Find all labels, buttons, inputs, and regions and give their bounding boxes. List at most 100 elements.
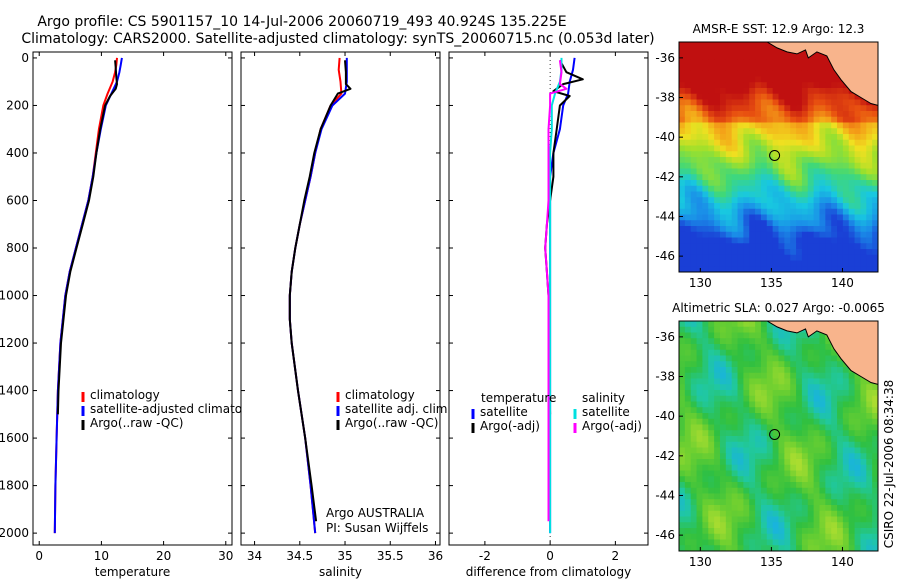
sla-map-cell: [719, 413, 727, 420]
sla-map-cell: [684, 459, 692, 466]
sst-map-cell: [725, 180, 733, 187]
sla-map-cell: [866, 395, 873, 403]
sla-map-cell: [760, 470, 768, 477]
sla-map-cell: [760, 355, 768, 362]
sla-map-cell: [696, 395, 704, 403]
sla-map-cell: [813, 533, 821, 541]
sst-map-cell: [837, 191, 844, 198]
sst-map-cell: [872, 243, 878, 250]
sst-map-cell: [725, 145, 733, 152]
temperature-series-3: [56, 60, 118, 415]
sst-map-cell: [842, 168, 850, 175]
sla-map-cell: [719, 355, 727, 362]
sla-map-cell: [731, 516, 739, 523]
sla-map-cell: [831, 447, 838, 454]
sst-map-cell: [819, 174, 826, 181]
credit-label: CSIRO 22-Jul-2006 08:34:38: [882, 380, 896, 548]
sst-map-cell: [708, 254, 715, 262]
sla-map-cell: [866, 459, 873, 466]
sst-map-cell: [872, 122, 878, 129]
sst-map-cell: [784, 226, 791, 233]
sst-map-cell: [796, 93, 803, 101]
sla-map-cell: [825, 430, 832, 437]
sla-map-cell: [719, 401, 727, 408]
sla-map-cell: [778, 522, 785, 529]
sla-map-cell: [796, 424, 803, 431]
sst-map-cell: [737, 237, 744, 244]
sla-map-cell: [784, 430, 791, 437]
sla-map-cell: [819, 361, 826, 368]
sla-map-cell: [848, 441, 856, 449]
sla-map-cell: [801, 545, 809, 551]
sst-map-cell: [819, 180, 826, 187]
sst-map-cell: [696, 116, 704, 124]
sst-map-cell: [772, 70, 780, 78]
sla-map-cell: [690, 321, 698, 328]
sla-map-cell: [772, 372, 780, 380]
sla-map-cell: [801, 539, 809, 546]
sla-map-cell: [807, 344, 815, 351]
sla-map-cell: [790, 436, 797, 443]
sst-map-cell: [743, 105, 750, 112]
sst-map-cell: [778, 214, 785, 221]
sla-map-cell: [679, 464, 686, 472]
sst-map-cell: [708, 111, 715, 118]
sla-map-cell: [796, 413, 803, 420]
sst-map-cell: [831, 122, 838, 129]
sla-map-cell: [684, 424, 692, 431]
sla-map-cell: [749, 516, 756, 523]
temperature-ytick-label: 1200: [0, 336, 29, 350]
sst-map-cell: [766, 254, 774, 262]
sla-map-cell: [679, 407, 686, 414]
sla-map-cell: [760, 533, 768, 541]
sst-map-cell: [872, 231, 878, 239]
sst-map-cell: [837, 93, 844, 101]
sst-map-cell: [731, 191, 739, 198]
sst-map-cell: [708, 157, 715, 164]
sla-map-cell: [725, 493, 733, 500]
sst-map-cell: [796, 174, 803, 181]
sla-map-cell: [831, 367, 838, 374]
difference-legend-label: satellite: [582, 405, 630, 419]
sla-map-cell: [760, 367, 768, 374]
sla-map-cell: [725, 464, 733, 472]
sla-map-cell: [702, 464, 709, 472]
sst-map-cell: [725, 208, 733, 216]
sst-map-cell: [737, 220, 744, 227]
sla-map-cell: [813, 349, 821, 357]
sst-map-cell: [772, 93, 780, 101]
temperature-ytick-label: 2000: [0, 526, 29, 540]
sst-map-cell: [719, 145, 727, 152]
sla-map-cell: [819, 372, 826, 380]
sst-map-cell: [790, 145, 797, 152]
sst-map-cell: [825, 249, 832, 256]
sla-map-cell: [725, 482, 733, 489]
sst-map-cell: [831, 220, 838, 227]
sst-map-cell: [778, 185, 785, 193]
sla-map-cell: [679, 476, 686, 483]
sst-map-cell: [684, 122, 692, 129]
sla-map-cell: [708, 499, 715, 506]
sla-map-cell: [807, 413, 815, 420]
sst-map-cell: [790, 254, 797, 262]
sla-map-cell: [696, 464, 704, 472]
sst-map-cell: [796, 105, 803, 112]
sst-map-cell: [784, 139, 791, 147]
sla-map-frame: [678, 320, 879, 552]
sla-map-cell: [760, 482, 768, 489]
sst-map-cell: [737, 111, 744, 118]
sla-map-cell: [743, 436, 750, 443]
sst-map-cell: [831, 168, 838, 175]
sla-map-cell: [860, 545, 867, 551]
sla-map-cell: [790, 361, 797, 368]
sla-map-cell: [854, 510, 862, 518]
temperature-ytick-label: 400: [6, 146, 29, 160]
sla-map-cell: [696, 430, 704, 437]
sst-map-cell: [760, 116, 768, 124]
sst-map-cell: [766, 231, 774, 239]
sst-map-cell: [813, 122, 821, 129]
sst-map-cell: [860, 134, 867, 141]
sst-map-cell: [825, 220, 832, 227]
sst-map-cell: [714, 174, 721, 181]
sla-map-cell: [690, 447, 698, 454]
